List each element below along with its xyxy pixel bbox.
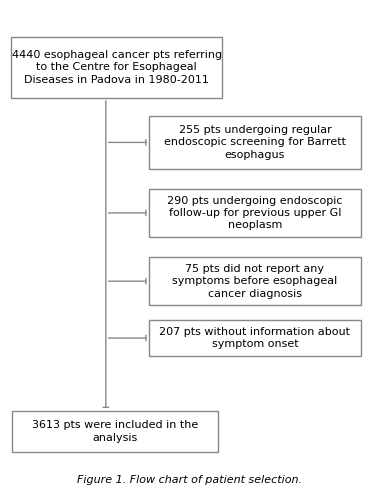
Text: 207 pts without information about
symptom onset: 207 pts without information about sympto…	[160, 327, 351, 349]
FancyBboxPatch shape	[11, 36, 222, 98]
FancyBboxPatch shape	[149, 258, 360, 305]
Text: 255 pts undergoing regular
endoscopic screening for Barrett
esophagus: 255 pts undergoing regular endoscopic sc…	[164, 125, 346, 160]
Text: 3613 pts were included in the
analysis: 3613 pts were included in the analysis	[32, 420, 198, 442]
FancyBboxPatch shape	[12, 411, 218, 452]
FancyBboxPatch shape	[149, 189, 360, 237]
Text: 290 pts undergoing endoscopic
follow-up for previous upper GI
neoplasm: 290 pts undergoing endoscopic follow-up …	[167, 196, 343, 230]
FancyBboxPatch shape	[149, 320, 360, 356]
Text: Figure 1. Flow chart of patient selection.: Figure 1. Flow chart of patient selectio…	[77, 474, 302, 484]
Text: 75 pts did not report any
symptoms before esophageal
cancer diagnosis: 75 pts did not report any symptoms befor…	[172, 264, 338, 298]
Text: 4440 esophageal cancer pts referring
to the Centre for Esophageal
Diseases in Pa: 4440 esophageal cancer pts referring to …	[12, 50, 222, 84]
FancyBboxPatch shape	[149, 116, 360, 168]
